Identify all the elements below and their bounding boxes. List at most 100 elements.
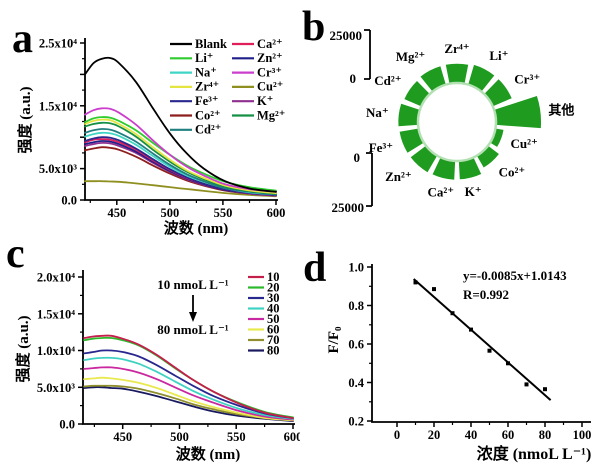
legend-item-50: 50 [248, 312, 280, 326]
legend-item-Co²⁺: Co²⁺ [170, 108, 221, 122]
data-point [506, 361, 510, 366]
panel-d-plot-area: 0 20 40 60 80 100 0.2 0.4 0.6 0.8 1.0 [348, 261, 591, 443]
series-Cd²⁺ [84, 128, 277, 196]
axes: 0 20 40 60 80 100 0.2 0.4 0.6 0.8 1.0 [348, 261, 591, 443]
panel-c-y-axis-title: 强度 (a.u.) [14, 315, 32, 382]
data-point [450, 311, 455, 316]
series-80 [83, 386, 294, 422]
series-Blank [84, 56, 277, 193]
series-Fe³⁺ [84, 136, 277, 196]
panel-d-y-axis-title: F/F₀ [326, 326, 342, 353]
panel-c-x-axis-title: 波数 (nm) [176, 445, 241, 463]
x-tick-label: 450 [107, 206, 126, 220]
y-tick-label: 0.4 [348, 376, 364, 390]
legend-item-20: 20 [248, 280, 280, 294]
wedge-Fe³⁺ [399, 128, 425, 153]
x-tick-label: 20 [428, 428, 441, 442]
legend-item-Cr³⁺: Cr³⁺ [232, 65, 282, 79]
series-30 [83, 349, 294, 419]
panel-d-label: d [303, 245, 326, 291]
wedge-Co²⁺ [476, 145, 499, 168]
legend-label: Zr⁴⁺ [195, 80, 219, 94]
legend-label: K⁺ [257, 94, 273, 108]
panel-b-radial-chart: b 25000 0 0 25000 Zr⁴⁺ Li⁺ Cr³⁺ 其他 Cu²⁺ Co²⁺ K… [302, 4, 574, 215]
legend-item-40: 40 [248, 301, 280, 315]
legend-label: Na⁺ [195, 65, 217, 79]
legend-label: 60 [267, 322, 280, 336]
y-tick-label: 2.5x10⁴ [39, 37, 77, 51]
ion-label-Cd²⁺: Cd²⁺ [374, 73, 401, 88]
y-tick-label: 1.0 [348, 261, 364, 275]
ion-label-Fe³⁺: Fe³⁺ [369, 140, 393, 155]
data-point [469, 327, 473, 332]
ion-label-Co²⁺: Co²⁺ [499, 165, 526, 180]
panel-a-y-axis-title: 强度 (a.u.) [16, 86, 34, 153]
series-curves [84, 56, 277, 198]
legend-item-Zn²⁺: Zn²⁺ [232, 51, 283, 65]
axes: 450 500 550 600 0.0 5.0x10³ 1.5x10⁴ 2.5x10⁴ [39, 37, 286, 221]
fit-equation: y=-0.0085x+1.0143 [463, 268, 567, 283]
x-tick-label: 550 [214, 206, 233, 220]
legend-item-80: 80 [248, 343, 280, 357]
data-point [413, 280, 418, 285]
axes: 450 500 550 600 0.0 5.0x10³ 1.0x10⁴ 1.5x10⁴ 2.0x… [37, 270, 300, 444]
legend-label: Cr³⁺ [257, 65, 282, 79]
legend-item-K⁺: K⁺ [232, 94, 273, 108]
y-tick-label: 0.0 [61, 194, 77, 208]
wedge-Cu²⁺ [489, 128, 504, 147]
panel-a-spectra-chart: a 波数 (nm) 强度 (a.u.) 450 500 550 600 0.0 5.0x1… [12, 16, 286, 237]
scatter-points [413, 280, 547, 392]
y-tick-label: 1.5x10⁴ [37, 307, 75, 321]
series-10 [83, 334, 294, 419]
legend-label: 80 [267, 343, 280, 357]
ion-label-Ca²⁺: Ca²⁺ [427, 185, 454, 200]
ion-label-Cu²⁺: Cu²⁺ [510, 136, 537, 151]
panel-a-plot-area: 450 500 550 600 0.0 5.0x10³ 1.5x10⁴ 2.5x10⁴ Cu²⁺… [39, 37, 286, 221]
series-Zr⁴⁺ [84, 118, 277, 194]
legend-label: 30 [267, 291, 280, 305]
legend-item-Ca²⁺: Ca²⁺ [232, 37, 283, 51]
axis-spines [82, 270, 295, 425]
legend-item-30: 30 [248, 291, 280, 305]
panel-b-top-scale-zero: 0 [350, 71, 357, 86]
panel-b-top-scale-max: 25000 [330, 28, 363, 43]
series-Cr³⁺ [84, 107, 277, 193]
x-tick-label: 500 [170, 430, 189, 444]
panel-a-x-axis-title: 波数 (nm) [164, 219, 229, 237]
legend-label: Blank [195, 37, 227, 51]
panel-a-label: a [12, 16, 33, 62]
series-Li⁺ [84, 116, 277, 192]
legend-label: Ca²⁺ [257, 37, 283, 51]
data-point [543, 387, 547, 392]
data-point [432, 287, 436, 292]
legend-item-Blank: Blank [170, 37, 227, 51]
x-tick-label: 450 [113, 430, 132, 444]
ion-label-Li⁺: Li⁺ [489, 48, 508, 63]
legend-item-Cd²⁺: Cd²⁺ [170, 123, 221, 137]
fit-r-value: R=0.992 [463, 287, 509, 302]
series-curves [83, 334, 294, 422]
legend-label: 70 [267, 333, 280, 347]
panel-c-spectra-chart: c 波数 (nm) 强度 (a.u.) 10 nmoL L⁻¹ 80 nmoL … [6, 237, 300, 463]
x-tick-label: 60 [502, 428, 515, 442]
wedge-其他 [493, 96, 542, 129]
series-60 [83, 376, 294, 422]
legend-item-Na⁺: Na⁺ [170, 65, 217, 79]
legend-label: Cu²⁺ [257, 80, 283, 94]
legend-item-Cu²⁺: Cu²⁺ [232, 80, 283, 94]
panel-c-plot-area: 450 500 550 600 0.0 5.0x10³ 1.0x10⁴ 1.5x10⁴ 2.0x… [37, 270, 300, 444]
axis-spines [371, 264, 591, 423]
ion-label-Zn²⁺: Zn²⁺ [385, 169, 412, 184]
legend-label: Li⁺ [195, 51, 213, 65]
ion-label-Mg²⁺: Mg²⁺ [396, 49, 426, 64]
series-Mg²⁺ [84, 121, 277, 195]
y-tick-label: 0.8 [348, 299, 364, 313]
center-ring [416, 81, 498, 163]
wedge-Li⁺ [467, 64, 495, 93]
legend-item-Li⁺: Li⁺ [170, 51, 213, 65]
panel-b-bottom-scale-zero: 0 [354, 150, 361, 165]
ion-label-K⁺: K⁺ [465, 184, 482, 199]
legend-item-70: 70 [248, 333, 280, 347]
